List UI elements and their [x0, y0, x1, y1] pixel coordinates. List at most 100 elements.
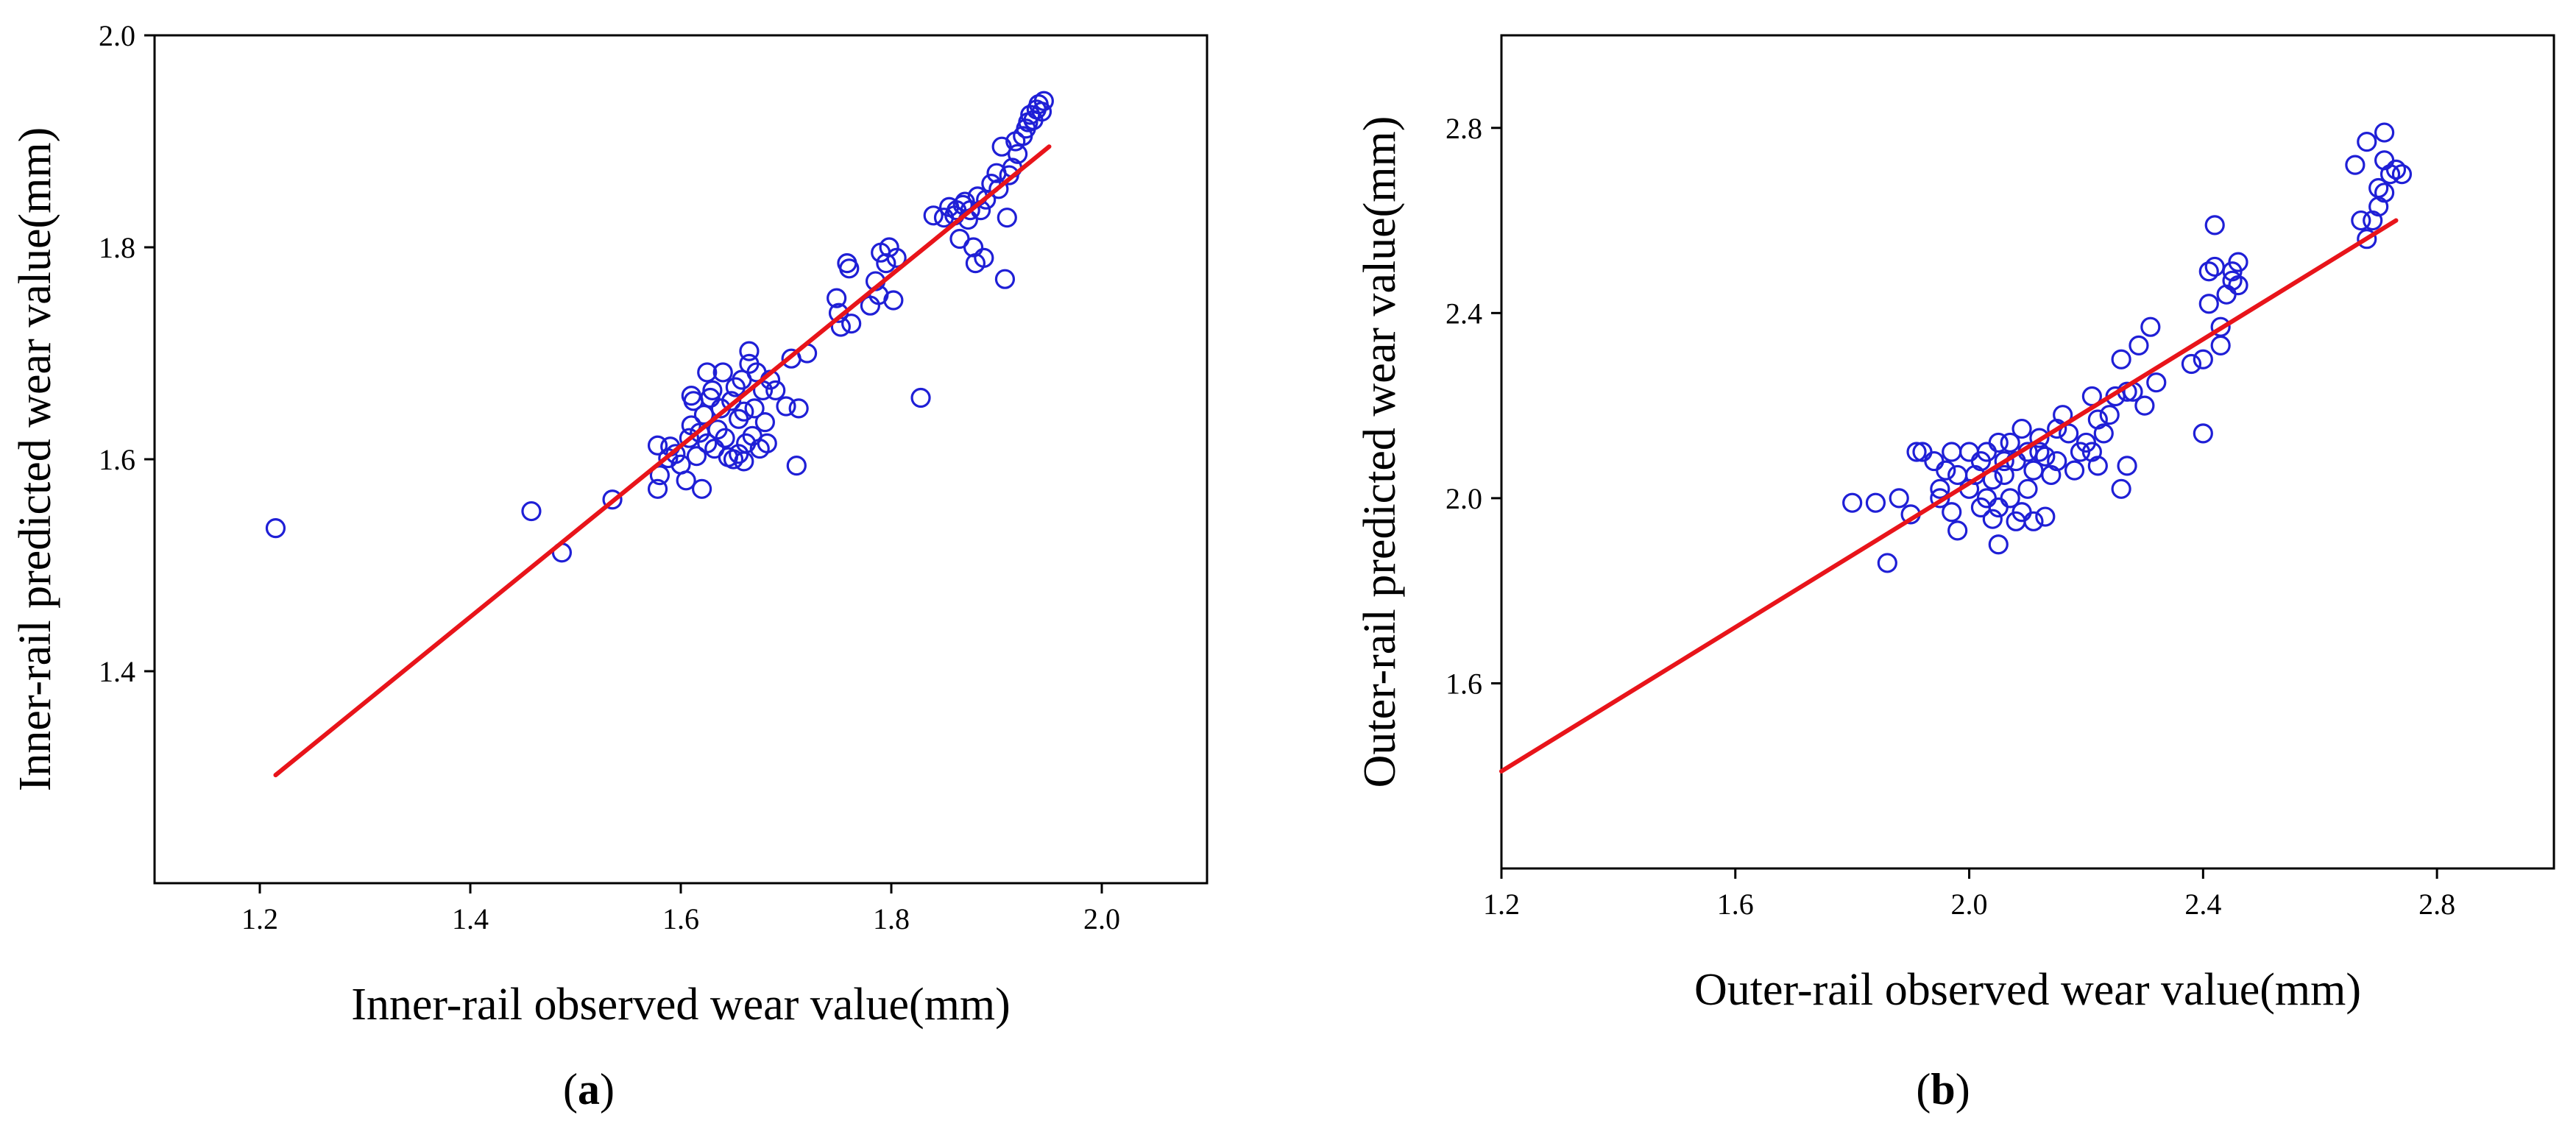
scatter-point [1988, 534, 2009, 555]
scatter-point [2391, 164, 2413, 185]
scatter-point [2210, 316, 2231, 337]
scatter-point [1988, 432, 2009, 453]
scatter-point [697, 362, 718, 383]
caption-a: (a) [563, 1065, 615, 1114]
scatter-point [681, 385, 701, 406]
scatter-point [2011, 418, 2032, 439]
scatter-point [2345, 155, 2366, 175]
scatter-point [2204, 215, 2225, 236]
scatter-point [1031, 102, 1052, 122]
scatter-point [2029, 428, 2050, 448]
y-tick-label: 1.4 [99, 655, 135, 688]
scatter-point [2368, 177, 2389, 199]
scatter-point [1865, 492, 1886, 513]
scatter-point [788, 398, 809, 419]
scatter-point [1007, 144, 1028, 164]
scatter-point [2198, 294, 2219, 314]
scatter-point [2374, 183, 2395, 203]
scatter-point [776, 396, 796, 417]
scatter-point [2000, 432, 2020, 453]
chart-b-outer-rail-scatter: 1.2 1.6 2.0 2.4 2.8 1.6 2.0 2.4 2.8 Outer-rail ob… [1355, 34, 2555, 1015]
scatter-point [886, 247, 907, 268]
scatter-point [839, 258, 860, 279]
scatter-point [2228, 275, 2248, 296]
scatter-point [1924, 450, 1945, 472]
scatter-point [2093, 423, 2114, 444]
scatter-point [734, 401, 754, 422]
fit-line [273, 144, 1052, 778]
scatter-point [721, 391, 742, 411]
scatter-point [2029, 442, 2050, 462]
scatter-point [994, 269, 1016, 289]
scatter-point [765, 380, 786, 401]
x-tick-label: 1.6 [662, 902, 699, 935]
scatter-point [1033, 91, 1054, 111]
x-axis-title: Outer-rail observed wear value(mm) [1694, 965, 2361, 1015]
scatter-point [265, 517, 286, 539]
scatter-point [2379, 164, 2401, 185]
x-tick-label: 1.2 [241, 902, 278, 935]
scatter-point [2017, 478, 2038, 499]
scatter-point [2134, 395, 2155, 416]
scatter-point [686, 446, 707, 467]
scatter-point [693, 404, 715, 425]
scatter-point [786, 456, 807, 476]
scatter-point [2099, 405, 2120, 425]
scatter-point [997, 208, 1017, 228]
scatter-point [2146, 372, 2167, 393]
scatter-point [2023, 511, 2044, 531]
scatter-point [754, 411, 776, 433]
scatter-point [2210, 335, 2231, 355]
scatter-point [691, 478, 712, 499]
scatter-point [2198, 261, 2219, 282]
y-axis-title: Outer-rail predicted wear value(mm) [1355, 116, 1405, 788]
x-tick-label: 1.6 [1717, 888, 1754, 921]
scatter-point [1982, 509, 2003, 529]
scatter-point [2222, 270, 2243, 291]
x-tick-label: 2.0 [1083, 902, 1120, 935]
y-axis-title: Inner-rail predicted wear value(mm) [10, 127, 60, 791]
scatter-point [827, 288, 847, 308]
scatter-point [1958, 442, 1980, 462]
scatter-point [647, 435, 668, 456]
scatter-point [841, 314, 862, 334]
scatter-point [702, 380, 723, 401]
x-tick-label: 2.0 [1951, 888, 1988, 921]
y-tick-label: 2.0 [1446, 482, 1482, 515]
x-tick-label: 1.2 [1483, 888, 1520, 921]
scatter-point [2064, 460, 2085, 481]
scatter-series [265, 91, 1054, 563]
scatter-point [2035, 446, 2056, 467]
scatter-point [2357, 132, 2377, 152]
scatter-point [712, 362, 733, 383]
scatter-point [649, 464, 670, 486]
scatter-point [744, 398, 765, 419]
scatter-point [2129, 335, 2149, 355]
scatter-point [988, 179, 1009, 199]
scatter-point [2228, 252, 2248, 272]
y-tick-label: 1.6 [99, 443, 135, 476]
scatter-series [1842, 122, 2413, 573]
scatter-point [1906, 442, 1927, 462]
scatter-point [739, 341, 760, 361]
scatter-point [715, 428, 735, 448]
scatter-point [2140, 316, 2161, 337]
scatter-point [2117, 456, 2137, 476]
scatter-point [2087, 456, 2108, 476]
scatter-point [679, 428, 700, 448]
caption-b: (b) [1916, 1065, 1970, 1114]
scatter-point [1936, 460, 1956, 481]
scatter-point [923, 205, 944, 226]
scatter-point [1994, 464, 2014, 486]
y-tick-label: 2.4 [1446, 297, 1482, 330]
scatter-point [521, 500, 542, 522]
scatter-point [2111, 349, 2131, 369]
scatter-point [883, 290, 904, 311]
x-tick-label: 1.8 [873, 902, 910, 935]
scatter-point [1889, 488, 1909, 509]
x-tick-label: 2.8 [2418, 888, 2455, 921]
scatter-point [723, 449, 744, 470]
scatter-point [991, 136, 1012, 157]
scatter-point [2111, 478, 2131, 499]
